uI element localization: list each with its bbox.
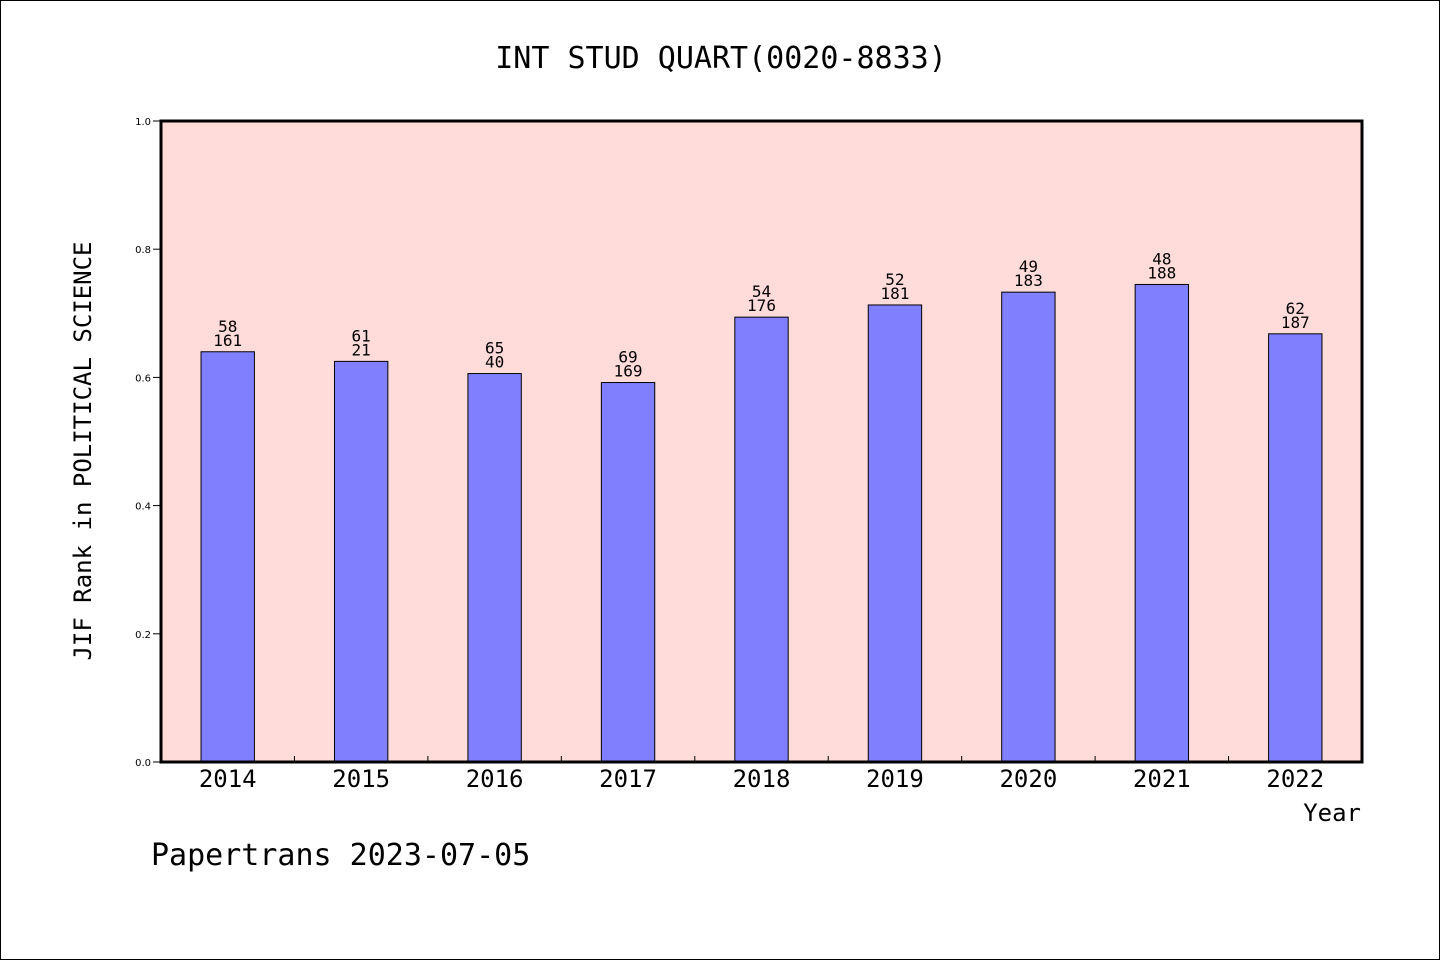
bar-2016 <box>467 373 522 763</box>
bar-2021 <box>1134 283 1190 763</box>
bar-2019 <box>867 304 923 763</box>
x-tick-label: 2017 <box>599 765 657 793</box>
x-axis: 2014 2015 2016 2017 2018 2019 2020 2021 2022 <box>199 756 1324 793</box>
bar-2014 <box>200 351 255 763</box>
y-tick-label: 0.0 <box>135 758 151 769</box>
bar-2015 <box>333 360 389 763</box>
bar-label-top: 61 <box>352 326 371 345</box>
y-tick-label: 0.4 <box>135 502 151 513</box>
x-tick-label: 2014 <box>199 765 257 793</box>
y-axis: 0.0 0.2 0.4 0.6 0.8 1.0 <box>135 117 161 769</box>
y-tick-label: 0.8 <box>135 245 151 256</box>
x-tick-label: 2020 <box>999 765 1057 793</box>
bar-2017 <box>600 382 656 763</box>
x-tick-label: 2021 <box>1133 765 1191 793</box>
bar-label-bottom: 181 <box>880 284 909 303</box>
bar-label-top: 52 <box>885 270 904 289</box>
bar-2018 <box>734 316 789 763</box>
bar-label-bottom: 176 <box>747 296 776 315</box>
bar-label-bottom: 187 <box>1281 313 1310 332</box>
x-tick-label: 2015 <box>332 765 390 793</box>
bar-label-bottom: 161 <box>213 331 242 350</box>
y-axis-label: JIF Rank in POLITICAL SCIENCE <box>69 241 97 660</box>
bar-2020 <box>1001 291 1056 763</box>
footer-text: Papertrans 2023-07-05 <box>151 838 530 873</box>
bar-label-top: 62 <box>1286 299 1305 318</box>
bar-label-bottom: 169 <box>614 362 643 381</box>
plot-border <box>159 119 1364 764</box>
chart-title: INT STUD QUART(0020-8833) <box>495 41 947 76</box>
bar-label-bottom: 183 <box>1014 271 1043 290</box>
bar-label-bottom: 21 <box>352 340 371 359</box>
bar-2022 <box>1268 333 1323 763</box>
x-axis-label: Year <box>1303 799 1361 827</box>
bar-label-bottom: 188 <box>1147 263 1176 282</box>
bar-label-top: 65 <box>485 339 504 358</box>
y-tick-label: 1.0 <box>135 117 151 128</box>
x-tick-label: 2016 <box>466 765 524 793</box>
bar-label-top: 58 <box>218 317 237 336</box>
bar-label-top: 69 <box>618 348 637 367</box>
bar-label-top: 48 <box>1152 249 1171 268</box>
bar-label-top: 49 <box>1019 257 1038 276</box>
y-tick-label: 0.2 <box>135 630 151 641</box>
y-tick-label: 0.6 <box>135 373 151 384</box>
x-tick-label: 2019 <box>866 765 924 793</box>
bar-label-top: 54 <box>752 282 771 301</box>
x-tick-label: 2022 <box>1266 765 1324 793</box>
bar-label-bottom: 40 <box>485 353 504 372</box>
x-tick-label: 2018 <box>733 765 791 793</box>
